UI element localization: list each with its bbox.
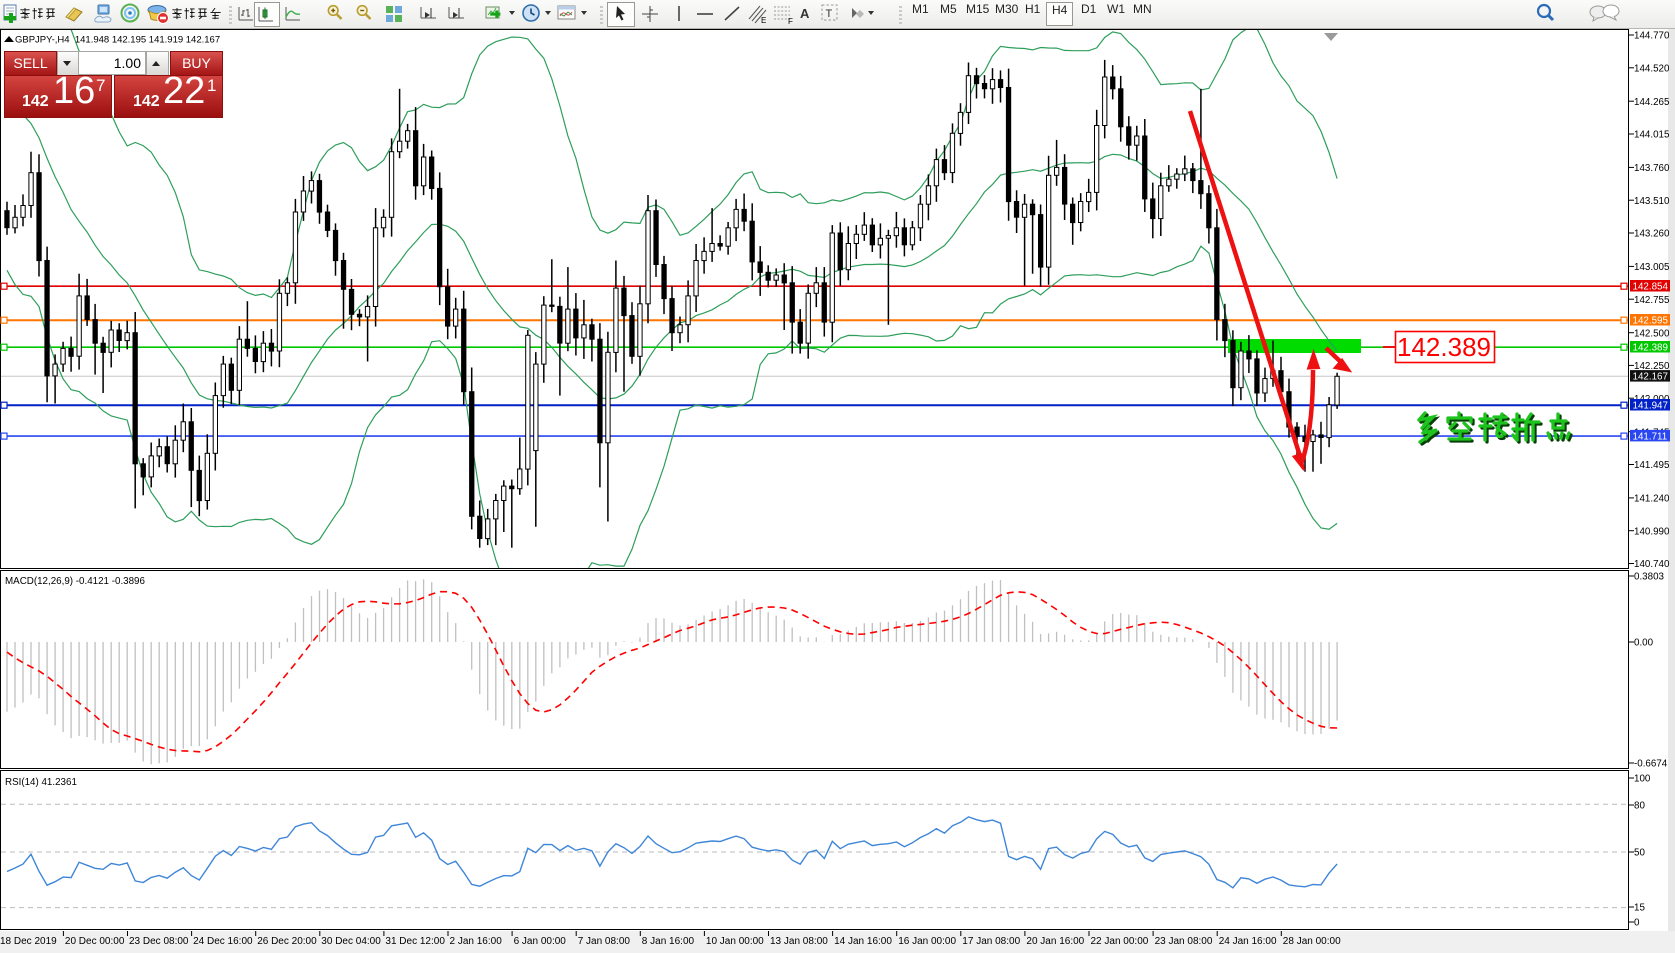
- svg-text:RSI(14) 41.2361: RSI(14) 41.2361: [5, 777, 77, 788]
- svg-text:0.00: 0.00: [1634, 638, 1654, 649]
- svg-text:8 Jan 16:00: 8 Jan 16:00: [642, 936, 695, 947]
- svg-text:142.389: 142.389: [1397, 332, 1491, 362]
- svg-text:0: 0: [1634, 918, 1640, 929]
- svg-text:14 Jan 16:00: 14 Jan 16:00: [834, 936, 892, 947]
- svg-text:15: 15: [1634, 903, 1645, 914]
- svg-text:30 Dec 04:00: 30 Dec 04:00: [321, 936, 381, 947]
- svg-text:143.510: 143.510: [1634, 196, 1670, 207]
- svg-text:GBPJPY-,H4 141.948 142.195 14: GBPJPY-,H4 141.948 142.195 141.919 142.1…: [15, 35, 220, 46]
- svg-text:24 Jan 16:00: 24 Jan 16:00: [1219, 936, 1277, 947]
- svg-text:100: 100: [1634, 774, 1651, 785]
- svg-text:141.947: 141.947: [1633, 401, 1668, 412]
- svg-text:22 Jan 00:00: 22 Jan 00:00: [1091, 936, 1149, 947]
- svg-text:17 Jan 08:00: 17 Jan 08:00: [962, 936, 1020, 947]
- svg-text:143.005: 143.005: [1634, 262, 1670, 273]
- svg-text:143.260: 143.260: [1634, 229, 1670, 240]
- svg-text:142.500: 142.500: [1634, 328, 1670, 339]
- svg-text:141.495: 141.495: [1634, 460, 1670, 471]
- svg-text:F: F: [788, 17, 793, 25]
- svg-text:10 Jan 00:00: 10 Jan 00:00: [706, 936, 764, 947]
- svg-text:0.3803: 0.3803: [1634, 572, 1665, 583]
- svg-text:E: E: [761, 16, 766, 25]
- svg-text:6 Jan 00:00: 6 Jan 00:00: [514, 936, 567, 947]
- svg-text:20 Jan 16:00: 20 Jan 16:00: [1026, 936, 1084, 947]
- svg-text:-0.6674: -0.6674: [1634, 759, 1668, 770]
- svg-text:142.854: 142.854: [1633, 282, 1669, 293]
- svg-text:20 Dec 00:00: 20 Dec 00:00: [65, 936, 125, 947]
- svg-text:24 Dec 16:00: 24 Dec 16:00: [193, 936, 253, 947]
- svg-text:142.167: 142.167: [1633, 372, 1668, 383]
- svg-text:18 Dec 2019: 18 Dec 2019: [0, 936, 57, 947]
- svg-text:2 Jan 16:00: 2 Jan 16:00: [450, 936, 503, 947]
- svg-text:7 Jan 08:00: 7 Jan 08:00: [578, 936, 631, 947]
- svg-text:28 Jan 00:00: 28 Jan 00:00: [1283, 936, 1341, 947]
- svg-text:13 Jan 08:00: 13 Jan 08:00: [770, 936, 828, 947]
- svg-text:144.520: 144.520: [1634, 63, 1670, 74]
- svg-text:31 Dec 12:00: 31 Dec 12:00: [385, 936, 445, 947]
- svg-text:141.711: 141.711: [1633, 431, 1668, 442]
- svg-text:142.595: 142.595: [1633, 316, 1669, 327]
- svg-text:143.760: 143.760: [1634, 163, 1670, 174]
- svg-text:142.755: 142.755: [1634, 295, 1670, 306]
- svg-text:142.389: 142.389: [1633, 343, 1668, 354]
- svg-text:23 Dec 08:00: 23 Dec 08:00: [129, 936, 189, 947]
- svg-text:80: 80: [1634, 801, 1645, 812]
- svg-text:16 Jan 00:00: 16 Jan 00:00: [898, 936, 956, 947]
- svg-text:144.015: 144.015: [1634, 130, 1670, 141]
- svg-text:140.990: 140.990: [1634, 526, 1670, 537]
- svg-text:140.740: 140.740: [1634, 559, 1670, 570]
- svg-text:144.770: 144.770: [1634, 31, 1670, 42]
- svg-text:23 Jan 08:00: 23 Jan 08:00: [1155, 936, 1213, 947]
- svg-text:142.250: 142.250: [1634, 361, 1670, 372]
- svg-text:26 Dec 20:00: 26 Dec 20:00: [257, 936, 317, 947]
- svg-text:T: T: [826, 8, 833, 20]
- svg-text:50: 50: [1634, 848, 1645, 859]
- svg-text:144.265: 144.265: [1634, 97, 1670, 108]
- svg-text:MACD(12,26,9) -0.4121 -0.3896: MACD(12,26,9) -0.4121 -0.3896: [5, 576, 146, 587]
- svg-text:141.240: 141.240: [1634, 494, 1670, 505]
